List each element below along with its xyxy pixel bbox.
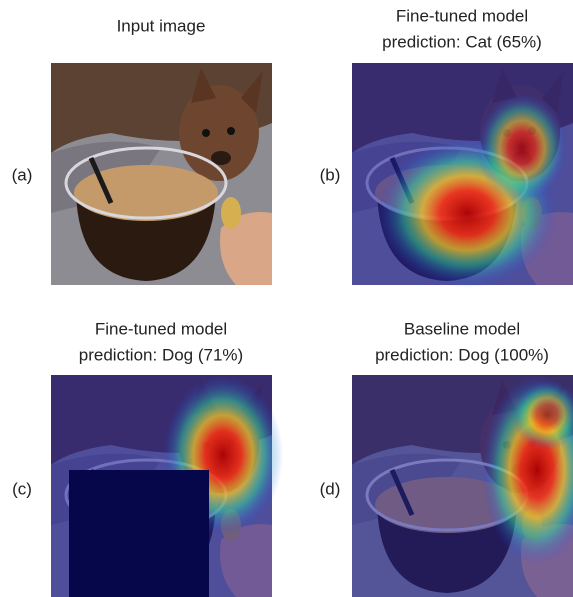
panel-title: Input image xyxy=(117,16,206,35)
page: html, body { margin: 0; padding: 0; back… xyxy=(0,0,573,597)
panel-label: (b) xyxy=(320,165,341,184)
heatmap-image xyxy=(352,375,573,597)
body: {"panels": [ {"label": "(a)", "title": [… xyxy=(0,0,573,597)
panel-title: prediction: Dog (71%) xyxy=(79,345,243,364)
heatmap-image xyxy=(352,63,573,288)
panel-label: (d) xyxy=(320,479,341,498)
panel-label: (a) xyxy=(12,165,33,184)
panel-title: prediction: Cat (65%) xyxy=(382,32,542,51)
panel-title: Fine-tuned model xyxy=(95,319,227,338)
panel-title: Fine-tuned model xyxy=(396,6,528,25)
input-image xyxy=(51,63,272,285)
panel-title: prediction: Dog (100%) xyxy=(375,345,549,364)
heatmap-image xyxy=(51,375,283,597)
figure: Input image (a) Fine-tuned model predict… xyxy=(0,0,573,597)
panel-title: Baseline model xyxy=(404,319,520,338)
panel-label: (c) xyxy=(12,479,32,498)
